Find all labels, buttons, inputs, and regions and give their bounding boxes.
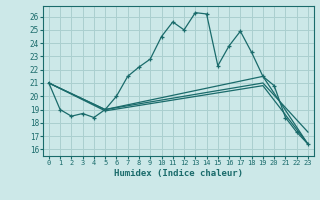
X-axis label: Humidex (Indice chaleur): Humidex (Indice chaleur)	[114, 169, 243, 178]
